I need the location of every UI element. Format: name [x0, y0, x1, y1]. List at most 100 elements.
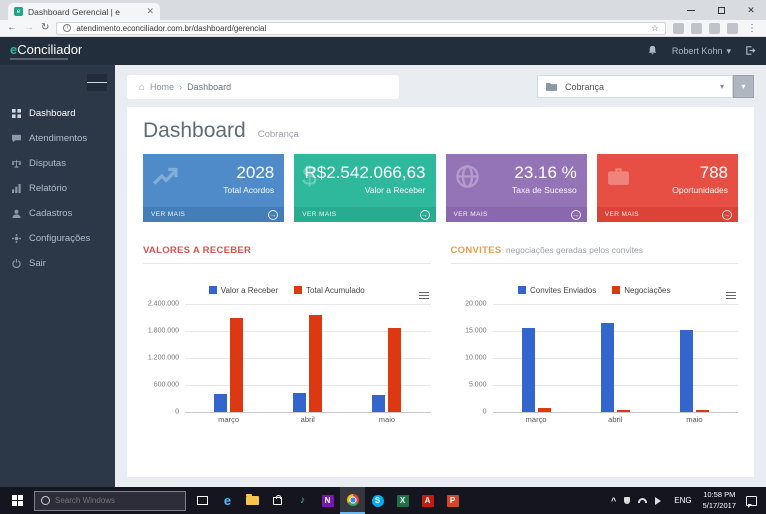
sidebar-item-disputas[interactable]: Disputas: [0, 151, 115, 176]
chevron-down-icon: ▾: [726, 45, 731, 56]
stat-more-link[interactable]: VER MAIS →: [294, 207, 436, 222]
volume-tray-icon[interactable]: [651, 496, 669, 505]
chart-legend: Convites Enviados Negociações: [451, 286, 739, 295]
network-tray-icon[interactable]: [634, 498, 651, 503]
y-tick-label: 10.000: [465, 354, 487, 362]
chart-convites: Convites Enviados Negociações 20.000 15.00…: [451, 286, 739, 424]
bar-group: [268, 304, 347, 412]
home-icon: ⌂: [139, 81, 146, 93]
url-bar[interactable]: i atendimento.econciliador.com.br/dashbo…: [56, 21, 666, 35]
acrobat-icon[interactable]: A: [415, 487, 440, 514]
extension-icon[interactable]: [691, 22, 702, 34]
extension-icon[interactable]: [673, 22, 684, 34]
breadcrumb-home[interactable]: Home: [150, 82, 175, 92]
section-title: VALORES A RECEBER: [143, 245, 252, 256]
window-maximize-button[interactable]: [706, 0, 736, 20]
task-view-icon[interactable]: [190, 487, 215, 514]
y-tick-label: 20.000: [465, 300, 487, 308]
sidebar-item-atendimentos[interactable]: Atendimentos: [0, 126, 115, 151]
chart-menu-icon[interactable]: [726, 290, 736, 301]
search-input[interactable]: [55, 496, 179, 505]
tray-expand-icon[interactable]: ^: [611, 495, 617, 506]
edge-icon[interactable]: e: [223, 493, 232, 508]
sidebar-item-dashboard[interactable]: Dashboard: [0, 101, 115, 126]
sidebar-item-label: Disputas: [29, 158, 66, 169]
browser-menu-icon[interactable]: ⋮: [747, 22, 757, 34]
language-indicator[interactable]: ENG: [674, 496, 692, 505]
legend-item: Valor a Receber: [208, 286, 278, 295]
y-tick-label: 600.000: [153, 381, 179, 389]
site-info-icon[interactable]: i: [63, 24, 72, 32]
plot-area: [185, 304, 431, 413]
x-tick-label: maio: [378, 415, 396, 424]
stat-more-link[interactable]: VER MAIS →: [596, 207, 738, 222]
arrow-circle-icon: →: [268, 209, 279, 220]
window-minimize-button[interactable]: [676, 0, 706, 20]
browser-tab[interactable]: e Dashboard Gerencial | e ✕: [8, 3, 160, 20]
music-icon[interactable]: ♪: [300, 495, 305, 506]
arrow-circle-icon: →: [419, 209, 430, 220]
taskbar-clock[interactable]: 10:58 PM 5/17/2017: [697, 490, 742, 510]
bar: [600, 323, 614, 412]
money-icon: $: [302, 161, 317, 191]
sidebar-item-label: Cadastros: [29, 208, 73, 219]
skype-icon[interactable]: S: [365, 487, 390, 514]
user-menu[interactable]: Robert Kohn ▾: [672, 46, 731, 57]
y-axis: 20.000 15.000 10.000 5.000 0: [451, 300, 493, 416]
sidebar-toggle-icon[interactable]: [87, 74, 108, 91]
x-tick-label: março: [218, 415, 239, 424]
back-icon[interactable]: ←: [7, 22, 17, 33]
queue-dropdown-button[interactable]: ▾: [733, 75, 754, 98]
window-close-button[interactable]: ✕: [747, 4, 755, 15]
gridline: [492, 331, 738, 332]
arrow-circle-icon: →: [570, 209, 581, 220]
bar: [372, 394, 386, 412]
sidebar-item-relatorio[interactable]: Relatório: [0, 176, 115, 201]
x-axis: março abril maio: [493, 415, 739, 424]
logo-text: Conciliador: [17, 41, 83, 57]
excel-icon[interactable]: X: [390, 487, 415, 514]
page-subtitle: Cobrança: [257, 129, 299, 140]
section-title: CONVITES: [450, 245, 502, 256]
trend-chart-icon: [151, 163, 179, 193]
store-icon[interactable]: [265, 487, 290, 514]
app-logo[interactable]: eConciliador: [10, 43, 82, 60]
powerpoint-icon[interactable]: P: [440, 487, 465, 514]
stat-label: Valor a Receber: [364, 185, 426, 195]
extension-icon[interactable]: [709, 22, 720, 34]
action-center-icon[interactable]: [746, 495, 757, 508]
logout-icon[interactable]: [745, 45, 756, 58]
chrome-icon[interactable]: [340, 487, 365, 514]
browser-toolbar: ← → ↻ i atendimento.econciliador.com.br/…: [0, 20, 766, 37]
stat-value: 788: [699, 163, 728, 182]
bell-icon[interactable]: [647, 45, 658, 58]
extension-icon[interactable]: [727, 22, 738, 34]
sidebar-item-cadastros[interactable]: Cadastros: [0, 201, 115, 226]
file-explorer-icon[interactable]: [240, 487, 265, 514]
sidebar-item-configuracoes[interactable]: Configurações: [0, 226, 115, 251]
onenote-icon[interactable]: N: [315, 487, 340, 514]
site-favicon-icon: e: [14, 7, 23, 16]
breadcrumb: ⌂ Home › Dashboard: [127, 75, 399, 99]
gridline: [492, 385, 738, 386]
taskbar-search[interactable]: [34, 490, 186, 511]
legend-item: Negociações: [612, 286, 671, 295]
bar: [293, 393, 307, 412]
security-tray-icon[interactable]: [620, 497, 634, 504]
sidebar-item-label: Relatório: [29, 183, 68, 194]
stat-more-link[interactable]: VER MAIS →: [143, 207, 285, 222]
sidebar-item-sair[interactable]: Sair: [0, 251, 115, 276]
main-content: ⌂ Home › Dashboard Cobrança ▾ ▾ Dashboar…: [115, 65, 766, 487]
refresh-icon[interactable]: ↻: [41, 22, 50, 33]
stat-card-oportunidades: 788 Oportunidades VER MAIS →: [596, 154, 738, 222]
chart-menu-icon[interactable]: [418, 290, 429, 301]
tab-close-icon[interactable]: ✕: [146, 6, 154, 16]
forward-icon[interactable]: →: [24, 22, 34, 33]
logo-tagline: [10, 57, 68, 60]
clock-time: 10:58 PM: [703, 490, 736, 500]
start-button[interactable]: [0, 487, 34, 514]
stat-more-link[interactable]: VER MAIS →: [445, 207, 587, 222]
queue-select[interactable]: Cobrança ▾: [537, 75, 733, 98]
bookmark-star-icon[interactable]: ☆: [650, 22, 659, 33]
plot-area: [492, 304, 738, 413]
